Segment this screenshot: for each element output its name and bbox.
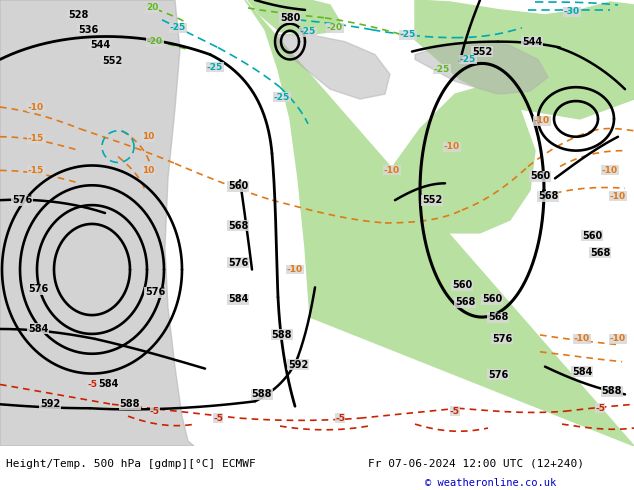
Text: 576: 576 — [492, 334, 512, 344]
Text: -10: -10 — [610, 334, 626, 343]
Text: -5: -5 — [335, 414, 345, 423]
Polygon shape — [415, 42, 548, 94]
Text: 20: 20 — [146, 3, 158, 12]
Text: 10: 10 — [142, 166, 154, 175]
Text: 588: 588 — [602, 387, 622, 396]
Text: -10: -10 — [384, 166, 400, 175]
Text: 588: 588 — [252, 390, 272, 399]
Text: 576: 576 — [145, 287, 165, 297]
Text: -10: -10 — [444, 142, 460, 151]
Text: -15: -15 — [28, 166, 44, 175]
Text: 560: 560 — [582, 231, 602, 241]
Text: -5: -5 — [595, 404, 605, 413]
Text: 568: 568 — [488, 312, 508, 322]
Text: -30: -30 — [564, 7, 580, 16]
Text: 528: 528 — [68, 10, 88, 20]
Text: 568: 568 — [455, 297, 476, 307]
Polygon shape — [0, 0, 194, 446]
Text: 584: 584 — [98, 379, 118, 390]
Text: 580: 580 — [280, 13, 300, 23]
Text: -15: -15 — [28, 134, 44, 143]
Text: -5: -5 — [150, 407, 160, 416]
Text: 592: 592 — [288, 360, 308, 369]
Text: 552: 552 — [102, 56, 122, 67]
Text: 552: 552 — [422, 195, 442, 205]
Text: -10: -10 — [28, 102, 44, 112]
Text: 576: 576 — [28, 284, 48, 294]
Text: Fr 07-06-2024 12:00 UTC (12+240): Fr 07-06-2024 12:00 UTC (12+240) — [368, 459, 584, 468]
Text: -25: -25 — [434, 65, 450, 74]
Polygon shape — [275, 35, 390, 99]
Text: -25: -25 — [460, 55, 476, 64]
Text: 544: 544 — [522, 37, 542, 47]
Text: 560: 560 — [482, 294, 502, 304]
Text: -25: -25 — [300, 27, 316, 36]
Text: -25: -25 — [207, 63, 223, 72]
Text: 576: 576 — [488, 369, 508, 380]
Text: -20: -20 — [147, 37, 163, 46]
Text: 576: 576 — [12, 195, 32, 205]
Text: -25: -25 — [170, 23, 186, 32]
Text: -10: -10 — [287, 265, 303, 274]
Polygon shape — [248, 0, 340, 35]
Text: -20: -20 — [327, 23, 343, 32]
Text: 588: 588 — [272, 330, 292, 340]
Text: 544: 544 — [90, 40, 110, 49]
Text: -25: -25 — [274, 93, 290, 101]
Polygon shape — [415, 0, 634, 119]
Text: -10: -10 — [534, 117, 550, 125]
Text: 568: 568 — [538, 191, 558, 201]
Text: 560: 560 — [228, 181, 248, 191]
Text: 10: 10 — [142, 132, 154, 141]
Text: 584: 584 — [228, 294, 248, 304]
Text: 592: 592 — [40, 399, 60, 409]
Text: 588: 588 — [120, 399, 140, 409]
Text: -10: -10 — [602, 166, 618, 175]
Text: -5: -5 — [213, 414, 223, 423]
Text: -10: -10 — [610, 192, 626, 201]
Text: -10: -10 — [574, 334, 590, 343]
Text: -5: -5 — [450, 407, 460, 416]
Text: -5: -5 — [87, 380, 97, 389]
Text: 552: 552 — [472, 47, 492, 56]
Text: 568: 568 — [228, 221, 248, 231]
Polygon shape — [245, 0, 634, 446]
Text: 584: 584 — [28, 324, 48, 334]
Text: 560: 560 — [452, 280, 472, 291]
Text: © weatheronline.co.uk: © weatheronline.co.uk — [425, 478, 556, 489]
Text: 568: 568 — [590, 247, 610, 258]
Text: 584: 584 — [572, 367, 592, 377]
Text: Height/Temp. 500 hPa [gdmp][°C] ECMWF: Height/Temp. 500 hPa [gdmp][°C] ECMWF — [6, 459, 256, 468]
Text: 576: 576 — [228, 258, 248, 268]
Text: -25: -25 — [400, 30, 416, 39]
Text: 536: 536 — [78, 24, 98, 35]
Text: 560: 560 — [530, 172, 550, 181]
Polygon shape — [385, 84, 535, 233]
